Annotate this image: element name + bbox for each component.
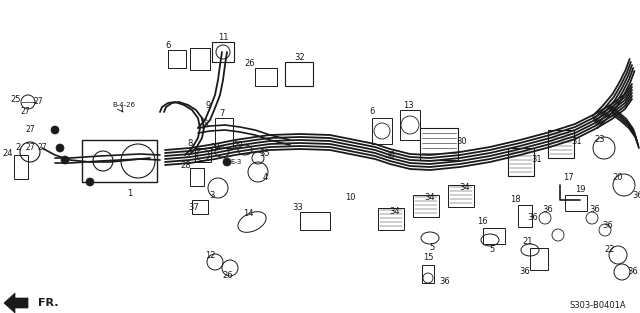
- Bar: [420, 128, 458, 160]
- Bar: [565, 195, 587, 211]
- Circle shape: [223, 158, 231, 166]
- Bar: [168, 50, 186, 68]
- Bar: [255, 68, 277, 86]
- Bar: [192, 200, 208, 214]
- Text: 36: 36: [628, 268, 638, 276]
- Text: 9: 9: [205, 100, 211, 110]
- Text: 27: 27: [20, 107, 30, 116]
- Bar: [378, 208, 404, 230]
- Bar: [422, 265, 434, 283]
- Bar: [82, 140, 157, 182]
- Bar: [530, 248, 548, 270]
- Bar: [285, 62, 313, 86]
- Text: 10: 10: [345, 193, 355, 203]
- Text: 36: 36: [527, 213, 538, 223]
- Text: 26: 26: [223, 270, 234, 280]
- Text: 27: 27: [33, 98, 43, 106]
- Bar: [548, 130, 574, 158]
- Text: 31: 31: [532, 156, 542, 165]
- Text: 36: 36: [589, 206, 600, 214]
- Text: 29: 29: [210, 142, 220, 151]
- Bar: [195, 148, 211, 162]
- Text: 1: 1: [127, 188, 132, 198]
- Text: 34: 34: [460, 183, 470, 192]
- Text: 25: 25: [11, 95, 21, 104]
- Text: 36: 36: [385, 151, 396, 160]
- Bar: [372, 118, 392, 144]
- Text: 28: 28: [180, 161, 191, 170]
- Text: 33: 33: [292, 203, 303, 213]
- Text: 3: 3: [209, 192, 214, 201]
- Text: 34: 34: [425, 193, 435, 203]
- Bar: [14, 155, 28, 179]
- Text: 11: 11: [218, 33, 228, 43]
- Bar: [190, 168, 204, 186]
- Text: 21: 21: [523, 238, 533, 247]
- Text: 13: 13: [403, 101, 413, 110]
- Bar: [518, 205, 532, 227]
- Text: B-4-26: B-4-26: [112, 102, 135, 108]
- Text: 29: 29: [233, 141, 243, 150]
- Text: 27: 27: [37, 143, 47, 152]
- Text: 17: 17: [563, 173, 573, 182]
- Text: 19: 19: [575, 186, 585, 194]
- Text: 36: 36: [440, 278, 451, 286]
- Bar: [212, 42, 234, 62]
- Bar: [508, 148, 534, 176]
- Text: 5: 5: [429, 244, 435, 253]
- Polygon shape: [4, 293, 28, 313]
- Text: 36: 36: [520, 268, 531, 276]
- Text: 4: 4: [262, 173, 268, 182]
- Text: 37: 37: [189, 203, 200, 213]
- Text: 20: 20: [612, 173, 623, 182]
- Text: 32: 32: [294, 53, 305, 61]
- Text: 31: 31: [572, 137, 582, 146]
- Text: 27: 27: [25, 126, 35, 135]
- Text: 30: 30: [457, 137, 467, 146]
- Text: 7: 7: [220, 109, 225, 117]
- Text: 8: 8: [188, 138, 193, 147]
- Text: 16: 16: [477, 218, 487, 227]
- Text: 23: 23: [595, 136, 605, 145]
- Bar: [448, 185, 474, 207]
- Text: 24: 24: [3, 148, 13, 157]
- Text: 26: 26: [244, 59, 255, 68]
- Text: 36: 36: [543, 206, 554, 214]
- Circle shape: [61, 156, 69, 164]
- Text: 12: 12: [205, 250, 215, 259]
- Text: 36: 36: [603, 220, 613, 229]
- Text: 5: 5: [490, 245, 495, 254]
- Text: FR.: FR.: [38, 298, 58, 308]
- Text: 34: 34: [390, 208, 400, 217]
- Text: 35: 35: [260, 148, 270, 157]
- Text: 36: 36: [632, 191, 640, 199]
- Circle shape: [51, 126, 59, 134]
- Bar: [215, 118, 233, 148]
- Text: 2: 2: [15, 143, 20, 152]
- Text: E-3: E-3: [230, 159, 241, 165]
- Circle shape: [86, 178, 94, 186]
- Circle shape: [56, 144, 64, 152]
- Bar: [400, 110, 420, 140]
- Text: S303-B0401A: S303-B0401A: [570, 300, 627, 310]
- Bar: [190, 48, 210, 70]
- Text: 14: 14: [243, 208, 253, 218]
- Text: 6: 6: [369, 107, 374, 116]
- Bar: [300, 212, 330, 230]
- Bar: [413, 195, 439, 217]
- Text: 6: 6: [165, 40, 171, 49]
- Text: 15: 15: [423, 254, 433, 263]
- Text: 22: 22: [605, 245, 615, 254]
- Text: 27: 27: [25, 143, 35, 152]
- Text: 18: 18: [509, 194, 520, 203]
- Bar: [483, 228, 505, 244]
